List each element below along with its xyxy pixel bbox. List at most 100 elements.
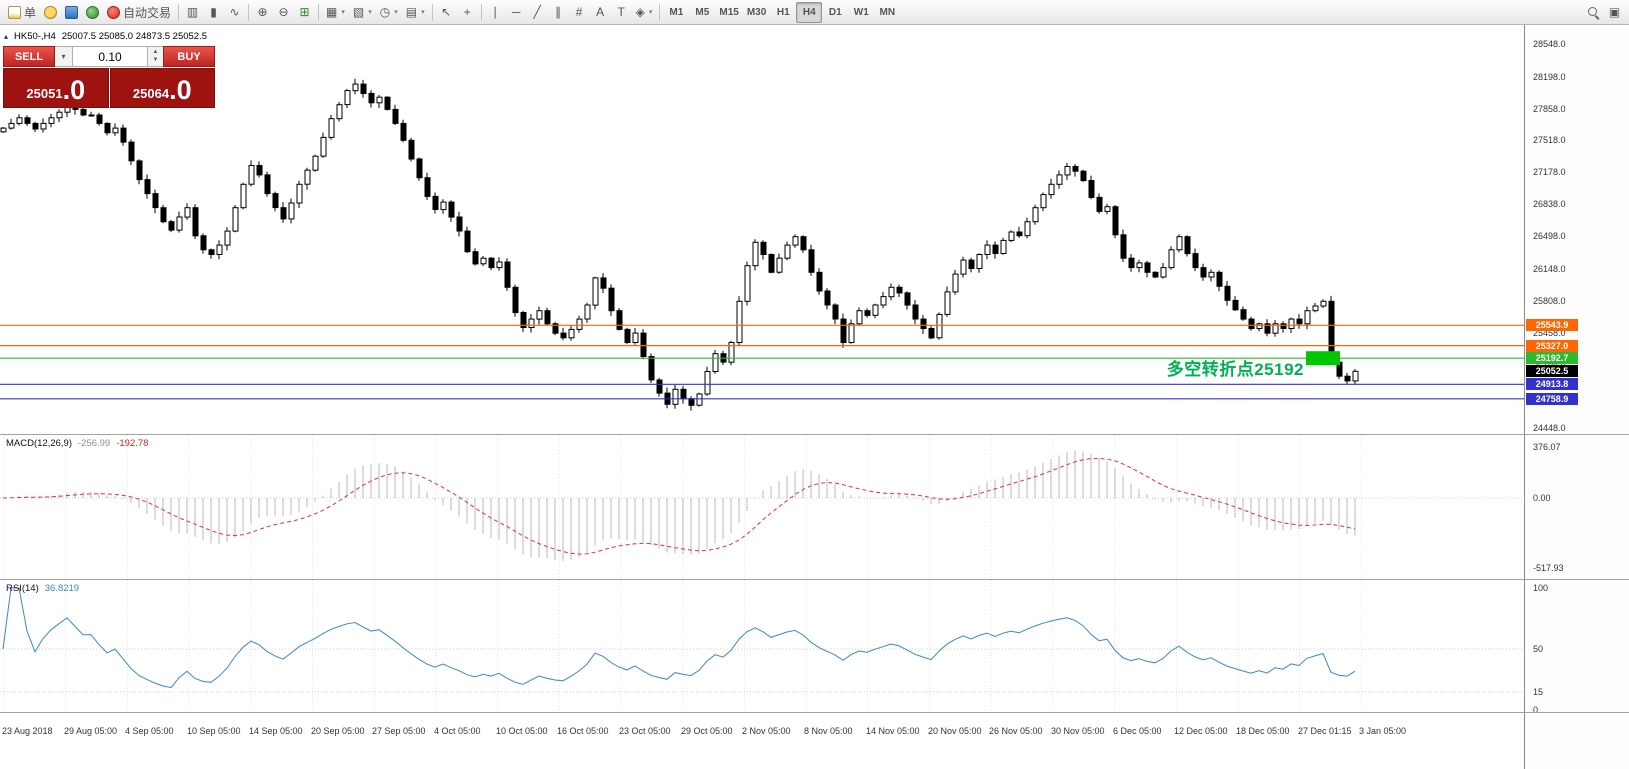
cursor-button[interactable]: ↖ [436, 2, 457, 23]
time-axis-label: 10 Sep 05:00 [187, 726, 241, 736]
trendline-button[interactable]: ╱ [527, 2, 548, 23]
one-click-collapse-icon[interactable]: ▴ [4, 32, 9, 41]
vertical-line-button[interactable]: ∣ [485, 2, 506, 23]
price-badge: 25192.7 [1526, 352, 1578, 364]
crosshair-icon: + [463, 5, 471, 19]
time-axis-label: 12 Dec 05:00 [1174, 726, 1228, 736]
timeframe-m1-button[interactable]: M1 [669, 6, 684, 18]
time-axis-label: 27 Dec 01:15 [1298, 726, 1352, 736]
volume-stepper[interactable]: ▲ ▼ [148, 46, 163, 67]
periods-button[interactable]: ◷ ▾ [376, 2, 402, 23]
rsi-pane: RSI(14) 36.8219 [0, 580, 1524, 712]
horizontal-line-icon: ─ [511, 5, 521, 19]
main-chart-pane[interactable]: ▴ HK50-,H4 25007.5 25085.0 24873.5 25052… [0, 25, 1524, 434]
timeframe-m30-button[interactable]: M30 [746, 6, 767, 18]
pane-separator[interactable] [0, 712, 1629, 713]
auto-trading-button[interactable]: 自动交易 [103, 2, 175, 23]
search-button[interactable] [1583, 2, 1604, 23]
zoom-in-icon: ⊕ [257, 5, 268, 19]
chart-window-button[interactable] [61, 2, 82, 23]
line-chart-button[interactable]: ∿ [224, 2, 245, 23]
arrows-button[interactable]: ◈ ▾ [632, 2, 657, 23]
axis-tick-label: 15 [1533, 687, 1544, 697]
time-axis-label: 30 Nov 05:00 [1051, 726, 1105, 736]
fibonacci-button[interactable]: # [569, 2, 590, 23]
tile-windows-button[interactable]: ⊞ [294, 2, 315, 23]
arrange-charts-button[interactable]: ▦ ▾ [322, 2, 349, 23]
text-button[interactable]: A [590, 2, 611, 23]
rsi-chart [0, 580, 1524, 712]
toolbar-separator [659, 3, 661, 21]
time-axis: 23 Aug 2018 29 Aug 05:00 4 Sep 05:00 10 Sep… [0, 713, 1524, 769]
text-icon: A [596, 5, 605, 19]
arrows-icon: ◈ [635, 5, 645, 19]
new-order-icon [8, 5, 21, 19]
candlestick-chart-button[interactable]: ▮ [203, 2, 224, 23]
time-axis-label: 20 Nov 05:00 [928, 726, 982, 736]
line-chart-icon: ∿ [229, 5, 240, 19]
horizontal-line-button[interactable]: ─ [506, 2, 527, 23]
axis-tick-label: 24448.0 [1533, 423, 1566, 433]
price-badge: 25327.0 [1526, 340, 1578, 352]
bar-chart-button[interactable]: ▥ [182, 2, 203, 23]
toolbar-separator [178, 3, 180, 21]
cursor-icon: ↖ [441, 5, 452, 19]
sell-button[interactable]: SELL [3, 46, 55, 67]
toggle-panel-button[interactable]: ▣ [1604, 2, 1625, 23]
axis-tick-label: 27178.0 [1533, 167, 1566, 177]
toolbar-separator [480, 3, 482, 21]
timeframe-d1-button[interactable]: D1 [828, 6, 842, 18]
volume-dropdown-button[interactable]: ▾ [55, 46, 73, 67]
axis-tick-label: 26838.0 [1533, 199, 1566, 209]
axis-tick-label: 26498.0 [1533, 231, 1566, 241]
volume-input[interactable]: 0.10 [73, 46, 148, 67]
stepper-up-icon[interactable]: ▲ [152, 49, 159, 56]
buy-button[interactable]: BUY [163, 46, 215, 67]
macd-chart [0, 435, 1524, 579]
candlestick-chart-icon: ▮ [210, 5, 217, 19]
text-label-button[interactable]: T [611, 2, 632, 23]
pane-separator[interactable] [0, 579, 1629, 580]
time-axis-label: 27 Sep 05:00 [372, 726, 426, 736]
symbol-name: HK50-,H4 [14, 31, 56, 42]
one-click-price-row: 25051.0 25064.0 [3, 68, 215, 108]
axis-tick-label: 0.00 [1533, 493, 1551, 503]
navigator-button[interactable] [82, 2, 103, 23]
search-icon [1587, 6, 1600, 19]
auto-trading-icon [107, 5, 121, 19]
toolbar-separator [318, 3, 320, 21]
time-axis-label: 14 Nov 05:00 [866, 726, 920, 736]
timeframe-m15-button[interactable]: M15 [719, 6, 739, 18]
fibonacci-icon: # [575, 5, 583, 19]
timeframe-h4-button[interactable]: H4 [796, 1, 823, 23]
stepper-down-icon[interactable]: ▼ [152, 56, 159, 63]
chevron-down-icon: ▾ [421, 9, 425, 16]
macd-value: -256.99 [78, 438, 111, 449]
timeframe-h1-button[interactable]: H1 [776, 6, 790, 18]
auto-trading-button-label: 自动交易 [123, 5, 172, 20]
zoom-in-button[interactable]: ⊕ [252, 2, 273, 23]
timeframe-w1-button[interactable]: W1 [853, 6, 869, 18]
timeframe-m5-button[interactable]: M5 [695, 6, 710, 18]
crosshair-button[interactable]: + [457, 2, 478, 23]
axis-tick-label: 26148.0 [1533, 264, 1566, 274]
templates-button[interactable]: ▤ ▾ [402, 2, 429, 23]
timeframe-mn-button[interactable]: MN [879, 6, 896, 18]
new-order-button[interactable]: 单 [4, 2, 40, 23]
turning-point-box[interactable] [1306, 351, 1340, 366]
axis-tick-label: 28548.0 [1533, 39, 1566, 49]
channel-button[interactable]: ∥ [548, 2, 569, 23]
time-axis-label: 26 Nov 05:00 [989, 726, 1043, 736]
pane-separator[interactable] [0, 434, 1629, 435]
sell-price-display[interactable]: 25051.0 [3, 68, 109, 108]
zoom-out-button[interactable]: ⊖ [273, 2, 294, 23]
rsi-label: RSI(14) 36.8219 [6, 583, 79, 594]
new-chart-icon: ▧ [352, 5, 365, 19]
time-axis-label: 6 Dec 05:00 [1113, 726, 1162, 736]
buy-price-display[interactable]: 25064.0 [109, 68, 215, 108]
market-watch-button[interactable] [40, 2, 61, 23]
new-chart-button[interactable]: ▧ ▾ [349, 2, 376, 23]
macd-signal-line [2, 457, 1356, 555]
chevron-down-icon: ▾ [394, 9, 398, 16]
time-axis-label: 23 Oct 05:00 [619, 726, 671, 736]
